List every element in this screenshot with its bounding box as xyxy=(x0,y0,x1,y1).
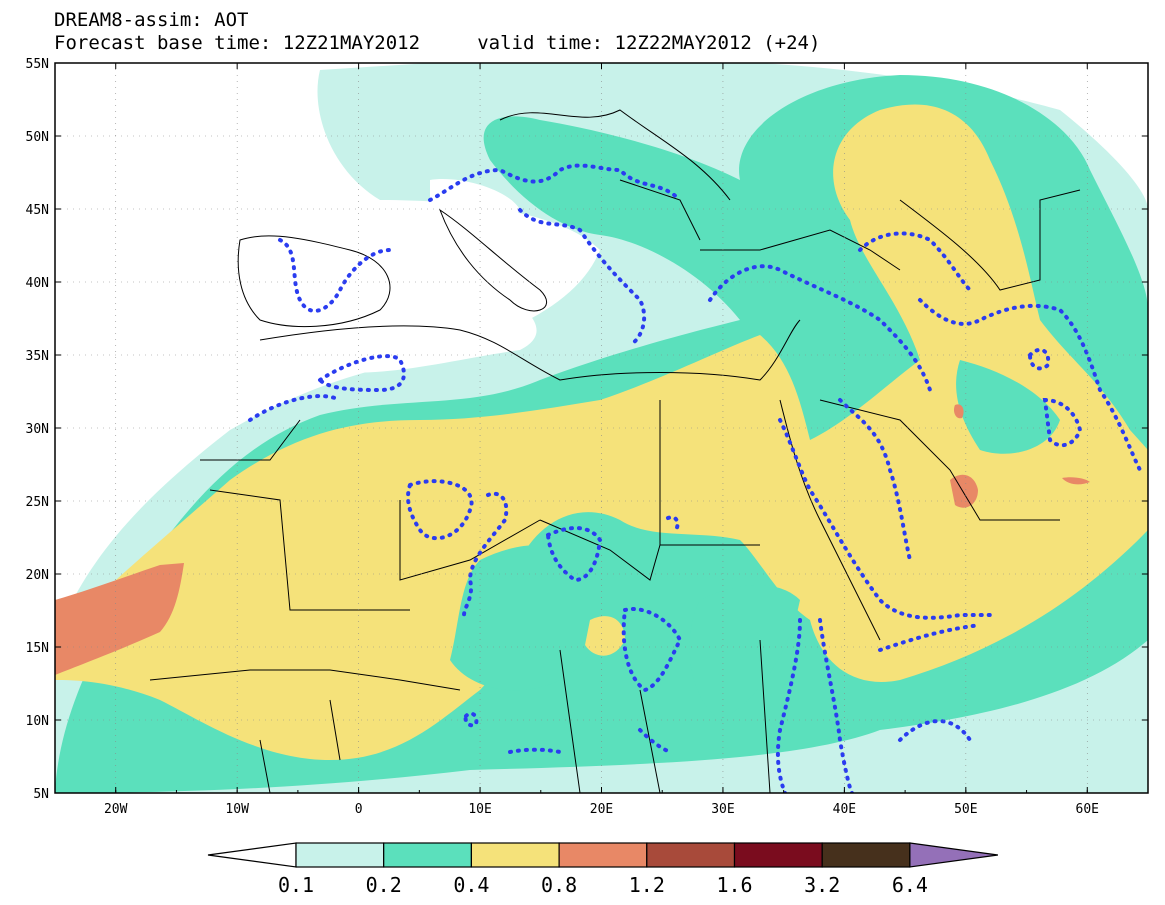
colorbar-over-triangle xyxy=(909,842,998,868)
colorbar-swatch xyxy=(646,842,736,868)
map-title: DREAM8-assim: AOT xyxy=(54,9,249,31)
lon-label: 10W xyxy=(225,802,249,817)
colorbar-level-label: 0.4 xyxy=(453,873,489,897)
aot-region-below-0.1 xyxy=(277,179,537,373)
lat-label: 40N xyxy=(26,276,49,291)
colorbar-under-triangle xyxy=(207,842,297,868)
colorbar-swatch xyxy=(558,842,648,868)
colorbar-level-label: 1.2 xyxy=(629,873,665,897)
colorbar-level-label: 3.2 xyxy=(804,873,840,897)
lon-label: 0 xyxy=(355,802,363,817)
colorbar-level-label: 6.4 xyxy=(892,873,928,897)
lat-label: 5N xyxy=(33,787,49,802)
lon-label: 60E xyxy=(1076,802,1099,817)
lon-label: 20W xyxy=(104,802,128,817)
colorbar-level-label: 1.6 xyxy=(716,873,752,897)
colorbar-level-label: 0.2 xyxy=(366,873,402,897)
colorbar-swatch xyxy=(821,842,911,868)
lat-label: 35N xyxy=(26,349,49,364)
lat-label: 20N xyxy=(26,568,49,583)
lon-label: 50E xyxy=(954,802,977,817)
dotted-contours xyxy=(248,163,1142,793)
colorbar-swatch xyxy=(733,842,823,868)
graticule xyxy=(55,63,1148,793)
lat-label: 25N xyxy=(26,495,49,510)
lat-label: 15N xyxy=(26,641,49,656)
colorbar: 0.1 0.2 0.4 0.8 1.2 1.6 3.2 6.4 xyxy=(207,842,998,897)
lat-label: 55N xyxy=(26,57,49,72)
map-subtitle: Forecast base time: 12Z21MAY2012 valid t… xyxy=(54,32,821,54)
lon-label: 10E xyxy=(468,802,491,817)
lat-label: 30N xyxy=(26,422,49,437)
lat-label: 50N xyxy=(26,130,49,145)
lat-label: 10N xyxy=(26,714,49,729)
axis-ticks: 55N 50N 45N 40N 35N 30N 25N 20N 15N 10N 5N 20W 10W 0 1… xyxy=(26,57,1149,817)
colorbar-swatch xyxy=(470,842,560,868)
aot-region-0.8 xyxy=(55,563,184,675)
lon-label: 30E xyxy=(711,802,734,817)
lat-label: 45N xyxy=(26,203,49,218)
colorbar-swatch xyxy=(383,842,473,868)
country-borders xyxy=(149,109,1081,793)
colorbar-level-label: 0.8 xyxy=(541,873,577,897)
lon-label: 20E xyxy=(590,802,613,817)
colorbar-level-label: 0.1 xyxy=(278,873,314,897)
lon-label: 40E xyxy=(833,802,856,817)
colorbar-swatch xyxy=(295,842,385,868)
